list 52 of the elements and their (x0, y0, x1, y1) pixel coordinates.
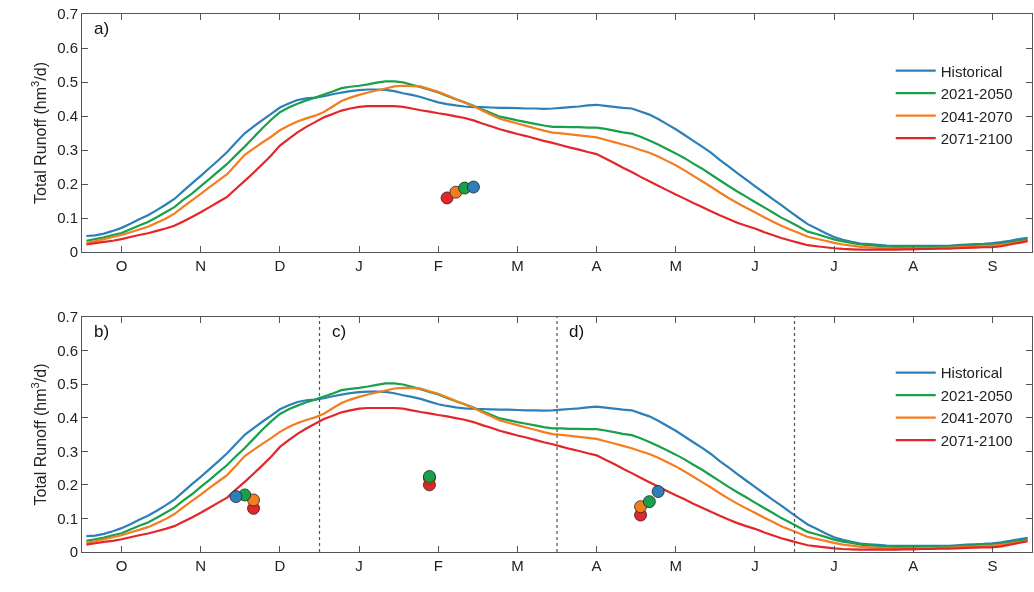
annotation: a) (94, 19, 110, 38)
x-tick-label: S (987, 257, 998, 274)
y-tick-label: 0.1 (57, 509, 78, 527)
y-tick-label: 0.5 (57, 73, 78, 91)
y-tick-label: 0.7 (57, 308, 78, 326)
legend-label: 2041-2070 (940, 107, 1013, 125)
x-tick-label: F (433, 257, 443, 274)
annotation: d) (569, 322, 585, 341)
legend-label: 2041-2070 (940, 409, 1013, 427)
annotation: c) (332, 322, 347, 341)
y-tick-label: 0.5 (57, 375, 78, 393)
x-tick-label: M (511, 257, 524, 274)
x-tick-label: A (591, 557, 602, 574)
y-tick-label: 0.4 (57, 107, 78, 125)
x-tick-label: A (908, 257, 919, 274)
x-tick-label: O (115, 257, 128, 274)
x-tick-label: A (591, 257, 602, 274)
x-tick-label: F (433, 557, 443, 574)
legend-label: Historical (940, 364, 1003, 382)
legend-label: 2071-2100 (940, 431, 1013, 449)
legend-label: 2021-2050 (940, 85, 1013, 103)
y-tick-label: 0.3 (57, 442, 78, 460)
x-tick-label: J (830, 557, 838, 574)
y-tick-label: 0.2 (57, 476, 78, 494)
x-tick-label: S (987, 557, 998, 574)
x-tick-label: A (908, 557, 919, 574)
x-tick-label: J (830, 257, 838, 274)
x-tick-label: J (751, 557, 759, 574)
x-tick-label: J (355, 257, 363, 274)
x-tick-label: O (115, 557, 128, 574)
x-tick-label: J (355, 557, 363, 574)
y-tick-label: 0.7 (57, 5, 78, 23)
y-tick-label: 0.6 (57, 39, 78, 57)
y-tick-label: 0.4 (57, 408, 78, 426)
y-tick-label: 0.3 (57, 141, 78, 159)
x-tick-label: D (274, 257, 286, 274)
x-tick-label: N (195, 557, 207, 574)
y-tick-label: 0.2 (57, 175, 78, 193)
y-tick-label: 0.6 (57, 341, 78, 359)
legend-label: 2071-2100 (940, 130, 1013, 148)
annotation: b) (94, 322, 110, 341)
x-tick-label: M (669, 557, 682, 574)
x-tick-label: M (511, 557, 524, 574)
legend-label: 2021-2050 (940, 386, 1013, 404)
x-tick-label: J (751, 257, 759, 274)
y-tick-label: 0 (69, 243, 78, 261)
x-tick-label: N (195, 257, 207, 274)
x-tick-label: M (669, 257, 682, 274)
y-tick-label: 0 (69, 543, 78, 561)
y-tick-label: 0.1 (57, 209, 78, 227)
legend-label: Historical (940, 62, 1003, 80)
x-tick-label: D (274, 557, 286, 574)
